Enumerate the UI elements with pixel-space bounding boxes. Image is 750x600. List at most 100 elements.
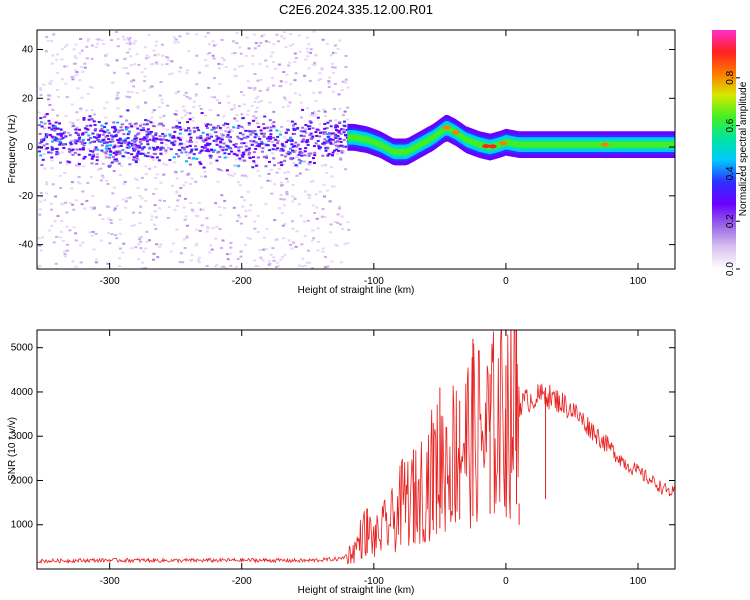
- noise-cell: [190, 158, 194, 161]
- band-cell: [126, 143, 130, 146]
- noise-cell: [96, 43, 100, 46]
- noise-cell: [55, 89, 59, 92]
- band-cell: [49, 151, 53, 154]
- band-cell: [301, 126, 305, 129]
- noise-cell: [253, 73, 257, 76]
- noise-cell: [330, 62, 334, 65]
- noise-cell: [195, 83, 199, 86]
- noise-cell: [272, 256, 276, 259]
- noise-cell: [341, 80, 345, 83]
- noise-cell: [314, 53, 318, 56]
- band-cell: [73, 151, 77, 154]
- noise-cell: [176, 41, 180, 44]
- band-cell: [172, 135, 176, 138]
- noise-cell: [143, 75, 147, 78]
- noise-cell: [213, 265, 217, 268]
- band-cell: [335, 148, 339, 151]
- noise-cell: [196, 259, 200, 262]
- band-cell: [297, 158, 301, 161]
- noise-cell: [312, 91, 316, 94]
- band-cell: [189, 136, 193, 139]
- noise-cell: [306, 36, 310, 39]
- band-cell: [192, 126, 196, 129]
- noise-cell: [267, 130, 271, 133]
- noise-cell: [150, 215, 154, 218]
- noise-cell: [150, 85, 154, 88]
- band-cell: [280, 147, 284, 150]
- noise-cell: [272, 259, 276, 262]
- noise-cell: [180, 136, 184, 139]
- noise-cell: [264, 248, 268, 251]
- noise-cell: [220, 169, 224, 172]
- noise-cell: [264, 202, 268, 205]
- noise-cell: [90, 86, 94, 89]
- band-cell: [87, 134, 91, 137]
- band-cell: [290, 143, 294, 146]
- band-cell: [317, 145, 321, 148]
- noise-cell: [283, 144, 287, 147]
- noise-cell: [259, 41, 263, 44]
- noise-cell: [267, 172, 271, 175]
- noise-cell: [74, 43, 78, 46]
- band-cell: [339, 140, 343, 143]
- noise-cell: [204, 123, 208, 126]
- noise-cell: [109, 221, 113, 224]
- band-cell: [130, 153, 134, 156]
- noise-cell: [78, 52, 82, 55]
- noise-cell: [95, 38, 99, 41]
- noise-cell: [42, 148, 46, 151]
- band-cell: [305, 141, 309, 144]
- noise-cell: [100, 39, 104, 42]
- x-tick-label: 100: [630, 576, 647, 587]
- noise-cell: [186, 32, 190, 35]
- noise-cell: [182, 238, 186, 241]
- noise-cell: [275, 33, 279, 36]
- noise-cell: [302, 160, 306, 163]
- noise-cell: [133, 177, 137, 180]
- noise-cell: [92, 248, 96, 251]
- band-cell: [241, 151, 245, 154]
- band-cell: [226, 123, 230, 126]
- band-cell: [323, 131, 327, 134]
- noise-cell: [169, 250, 173, 253]
- noise-cell: [249, 144, 253, 147]
- noise-cell: [208, 52, 212, 55]
- noise-cell: [313, 63, 317, 66]
- noise-cell: [75, 164, 79, 167]
- band-cell: [71, 148, 75, 151]
- band-cell: [264, 165, 268, 168]
- x-tick-label: 0: [503, 576, 509, 587]
- noise-cell: [133, 63, 137, 66]
- noise-cell: [335, 152, 339, 155]
- band-cell: [206, 148, 210, 151]
- band-cell: [81, 147, 85, 150]
- noise-cell: [111, 150, 115, 153]
- band-cell: [257, 143, 261, 146]
- noise-cell: [179, 252, 183, 255]
- band-cell: [115, 160, 119, 163]
- hot-spot: [482, 144, 491, 149]
- noise-cell: [286, 180, 290, 183]
- noise-cell: [275, 171, 279, 174]
- noise-cell: [54, 262, 58, 265]
- noise-cell: [180, 116, 184, 119]
- noise-cell: [81, 190, 85, 193]
- noise-cell: [179, 66, 183, 69]
- band-cell: [176, 136, 180, 139]
- band-cell: [184, 129, 188, 132]
- band-cell: [88, 153, 92, 156]
- noise-cell: [101, 162, 105, 165]
- band-cell: [199, 163, 203, 166]
- band-cell: [232, 126, 236, 129]
- noise-cell: [220, 63, 224, 66]
- noise-cell: [339, 261, 343, 264]
- noise-cell: [312, 114, 316, 117]
- noise-cell: [108, 242, 112, 245]
- band-cell: [152, 125, 156, 128]
- noise-cell: [247, 86, 251, 89]
- noise-cell: [79, 37, 83, 40]
- band-cell: [323, 122, 327, 125]
- noise-cell: [344, 65, 348, 68]
- noise-cell: [256, 231, 260, 234]
